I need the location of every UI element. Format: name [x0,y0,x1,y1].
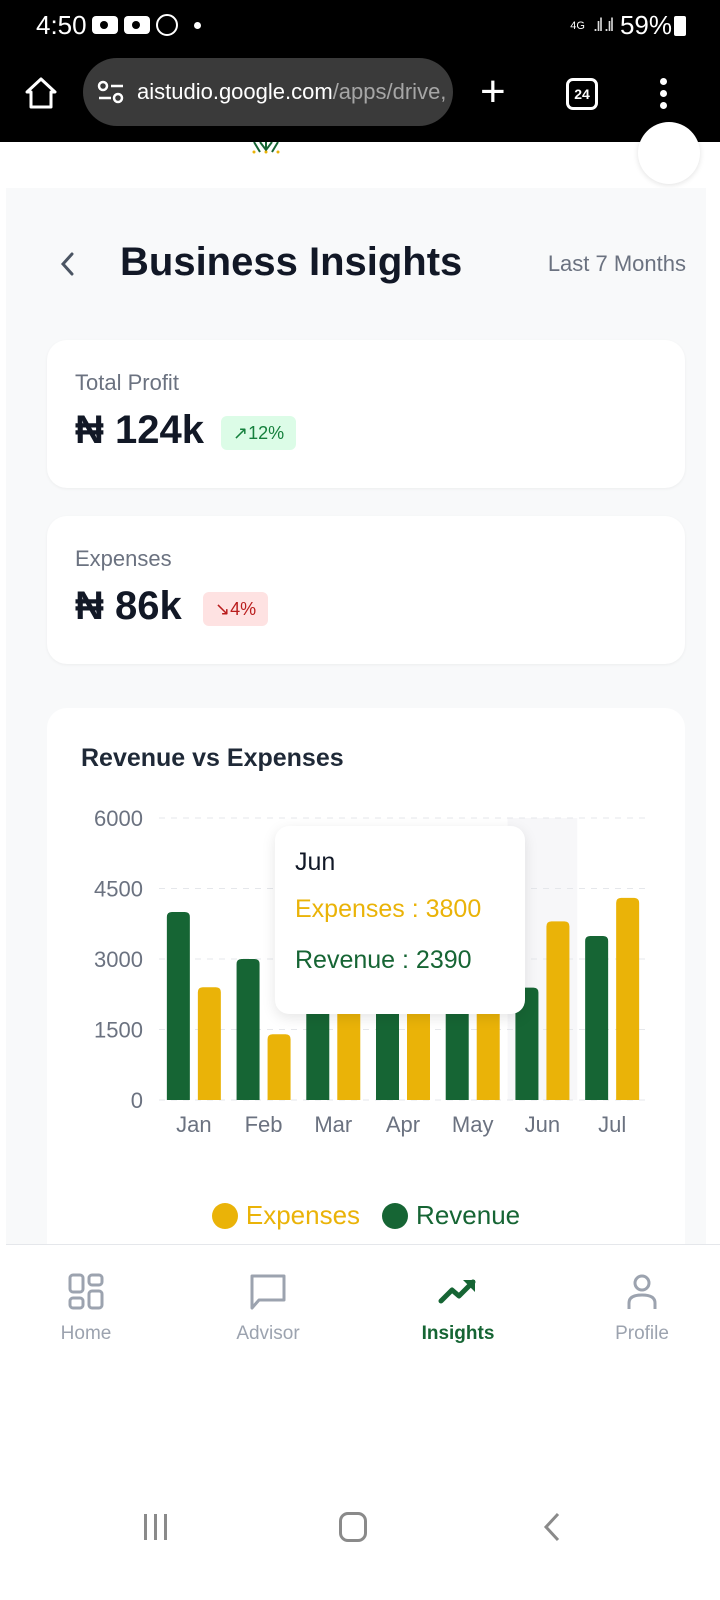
bar-expenses-apr [407,1006,430,1100]
grid-icon [68,1273,104,1310]
url-path: /apps/drive, [332,79,447,104]
app-logo-icon [252,142,280,154]
battery-level: 59% [619,10,672,40]
trending-up-icon [438,1279,476,1304]
revenue-expenses-chart-card: Revenue vs Expenses 0 1500 3000 4500 6000 Jan… [47,708,685,1244]
network-type-icon: 4G [570,19,585,32]
y-tick-label: 3000 [94,947,143,972]
notification-icons [92,14,201,36]
bar-expenses-feb [267,1034,291,1100]
bar-revenue-jul [585,935,609,1100]
system-indicators: 4G .ıl .ıl 59% [570,10,672,41]
whatsapp-icon [156,14,178,36]
bar-expenses-may [476,1006,500,1100]
y-tick-label: 0 [131,1088,143,1113]
y-tick-label: 1500 [94,1018,143,1043]
more-notifications-dot-icon [194,21,201,29]
legend-label: Revenue [416,1200,521,1230]
legend-item-expenses[interactable]: Expenses [211,1200,361,1231]
bar-revenue-jan [166,912,190,1100]
system-navigation [0,1480,720,1600]
recent-apps-icon[interactable] [144,1514,167,1540]
x-tick-label: Jun [525,1112,560,1137]
back-chevron-icon[interactable] [56,248,78,280]
tab-switcher-button[interactable]: 24 [566,78,598,110]
chart-tooltip: Jun Expenses : 3800 Revenue : 2390 [275,826,525,1014]
y-tick-label: 4500 [94,877,143,902]
browser-toolbar: aistudio.google.com/apps/drive, + 24 [0,50,720,142]
nav-advisor[interactable]: Advisor [208,1271,328,1345]
legend-swatch-expenses [211,1202,238,1229]
chart-legend: Expenses Revenue [47,1200,685,1231]
total-profit-card: Total Profit ₦ 124k ↗12% [47,340,685,488]
card-label: Total Profit [75,370,179,395]
bar-expenses-jan [197,987,221,1100]
x-tick-label: Jan [176,1112,211,1137]
tooltip-revenue: Revenue : 2390 [295,946,472,974]
y-tick-label: 6000 [94,806,143,831]
legend-item-revenue[interactable]: Revenue [382,1200,520,1231]
date-range-selector[interactable]: Last 7 Months [547,251,686,276]
bar-revenue-feb [236,959,260,1100]
system-back-icon[interactable] [540,1510,564,1544]
bar-revenue-apr [376,1006,399,1100]
tooltip-month: Jun [295,848,336,876]
system-home-icon[interactable] [339,1512,367,1542]
bar-revenue-mar [306,1006,330,1100]
page-title: Business Insights [120,240,463,284]
bar-expenses-jul [616,897,640,1100]
app-header [0,122,720,188]
clock: 4:50 [36,10,87,40]
legend-swatch-revenue [382,1202,409,1229]
expenses-card: Expenses ₦ 86k ↘4% [47,516,685,664]
nav-profile[interactable]: Profile [582,1271,702,1345]
status-bar: 4:50 4G .ıl .ıl 59% [0,0,720,50]
nav-label: Profile [615,1323,669,1344]
user-icon [627,1274,657,1309]
x-tick-label: Apr [386,1112,420,1137]
nav-insights[interactable]: Insights [398,1271,518,1345]
change-badge-down: ↘4% [203,592,269,626]
profile-avatar-button[interactable] [638,122,700,184]
bar-expenses-jun [546,921,570,1100]
battery-icon [674,16,686,36]
change-badge-up: ↗12% [221,416,297,450]
x-tick-label: May [452,1112,494,1137]
video-call-icon [92,16,118,34]
signal-icon: .ıl .ıl [592,15,614,35]
legend-label: Expenses [245,1200,361,1230]
chat-icon [250,1274,286,1310]
chart-title: Revenue vs Expenses [81,744,344,772]
nav-home[interactable]: Home [26,1271,146,1345]
card-label: Expenses [75,546,172,571]
home-icon[interactable] [24,76,58,110]
bar-revenue-may [445,1006,469,1100]
x-tick-label: Mar [314,1112,352,1137]
x-tick-label: Jul [598,1112,626,1137]
x-tick-label: Feb [245,1112,283,1137]
bar-revenue-jun [515,987,539,1100]
bar-expenses-mar [337,1006,361,1100]
url-host: aistudio.google.com [137,79,333,104]
nav-label: Insights [421,1323,495,1344]
insights-page: Business Insights Last 7 Months Total Pr… [6,188,706,1244]
site-settings-icon[interactable] [97,80,125,104]
more-menu-icon[interactable] [660,78,668,114]
address-bar[interactable]: aistudio.google.com/apps/drive, [83,58,453,126]
new-tab-icon[interactable]: + [480,67,506,116]
bottom-navigation: Home Advisor Insights Profile [6,1244,720,1364]
tooltip-expenses: Expenses : 3800 [295,895,482,923]
nav-label: Advisor [236,1323,300,1344]
video-call-icon [124,16,150,34]
nav-label: Home [60,1323,112,1344]
card-value: ₦ 86k [75,584,182,628]
card-value: ₦ 124k [75,408,204,452]
